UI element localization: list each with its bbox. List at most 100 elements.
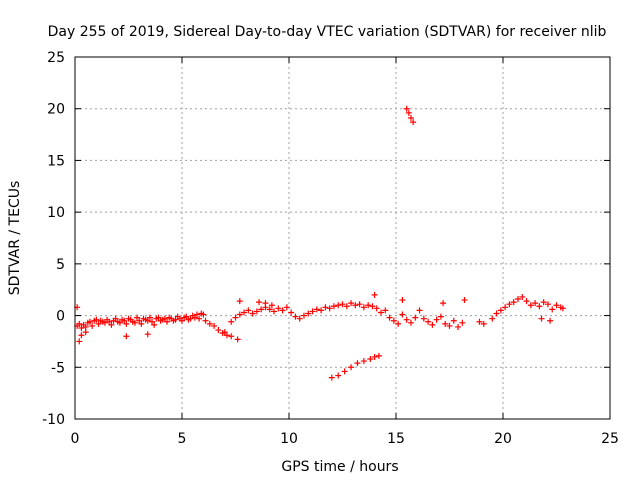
axis-ticks: 0 5 10 15 20 25 -10 -5 0 5 10 15 20 25 [42,50,619,447]
data-point [123,333,130,340]
data-point [256,299,263,306]
data-point [335,372,342,379]
grid-lines [75,57,610,419]
data-point [86,318,93,325]
data-point [442,320,449,327]
data-point [386,314,393,321]
data-point [134,314,141,321]
x-tick-label: 15 [387,431,405,447]
data-point [459,319,466,326]
data-point [514,296,521,303]
data-point [108,321,115,328]
data-point [407,319,414,326]
x-tick-label: 10 [280,431,298,447]
data-point [313,306,320,313]
data-point [271,308,278,315]
data-point [300,312,307,319]
data-point [403,105,410,112]
data-point [200,311,207,318]
plot-frame [74,56,611,420]
data-point [136,317,143,324]
data-point [450,317,457,324]
data-point [373,305,380,312]
data-point [144,317,151,324]
data-point [78,332,85,339]
data-point [412,314,419,321]
data-point [202,317,209,324]
data-point [375,352,382,359]
data-point [172,316,179,323]
data-point [211,322,218,329]
data-point [266,306,273,313]
data-point [183,313,190,320]
data-point [405,109,412,116]
data-point [354,360,361,367]
data-point [215,327,222,334]
data-point [232,314,239,321]
data-point [489,315,496,322]
data-point [348,300,355,307]
data-point [510,299,517,306]
data-point [425,318,432,325]
data-point [536,303,543,310]
y-tick-label: -5 [51,360,65,376]
data-point [559,305,566,312]
data-point [121,317,128,324]
y-axis-label: SDTVAR / TECUs [7,181,23,296]
data-point [305,310,312,317]
data-point [309,308,316,315]
data-point [523,298,530,305]
data-point [223,332,230,339]
data-point [296,315,303,322]
data-point [318,307,325,314]
data-point [549,306,556,313]
data-point [288,309,295,316]
data-point [390,317,397,324]
data-point [93,316,100,323]
data-point [429,321,436,328]
data-point [356,301,363,308]
data-point [144,331,151,338]
data-point [399,297,406,304]
data-point [382,307,389,314]
data-point [497,307,504,314]
data-point [76,338,83,345]
data-point [245,307,252,314]
data-point [446,322,453,329]
data-point [455,323,462,330]
data-point [547,317,554,324]
data-point [78,324,85,331]
data-point [253,308,260,315]
data-point [407,115,414,122]
data-point [292,313,299,320]
data-point [553,302,560,309]
data-point [365,302,372,309]
data-point [538,315,545,322]
data-point [378,309,385,316]
data-point [343,303,350,310]
y-tick-label: -10 [42,412,65,428]
y-tick-label: 25 [47,50,65,66]
data-point [236,311,243,318]
data-point [437,313,444,320]
data-point [519,293,526,300]
data-point [228,333,235,340]
data-point [221,329,228,336]
data-point [131,319,138,326]
data-point [101,319,108,326]
data-point [268,302,275,309]
data-point [328,374,335,381]
data-point [335,302,342,309]
data-point [112,315,119,322]
data-point [326,305,333,312]
data-point [540,299,547,306]
x-tick-label: 25 [601,431,619,447]
data-point [283,304,290,311]
data-point [506,301,513,308]
data-point [123,320,130,327]
data-point [258,306,265,313]
data-point [106,318,113,325]
data-point [193,311,200,318]
data-point [191,314,198,321]
